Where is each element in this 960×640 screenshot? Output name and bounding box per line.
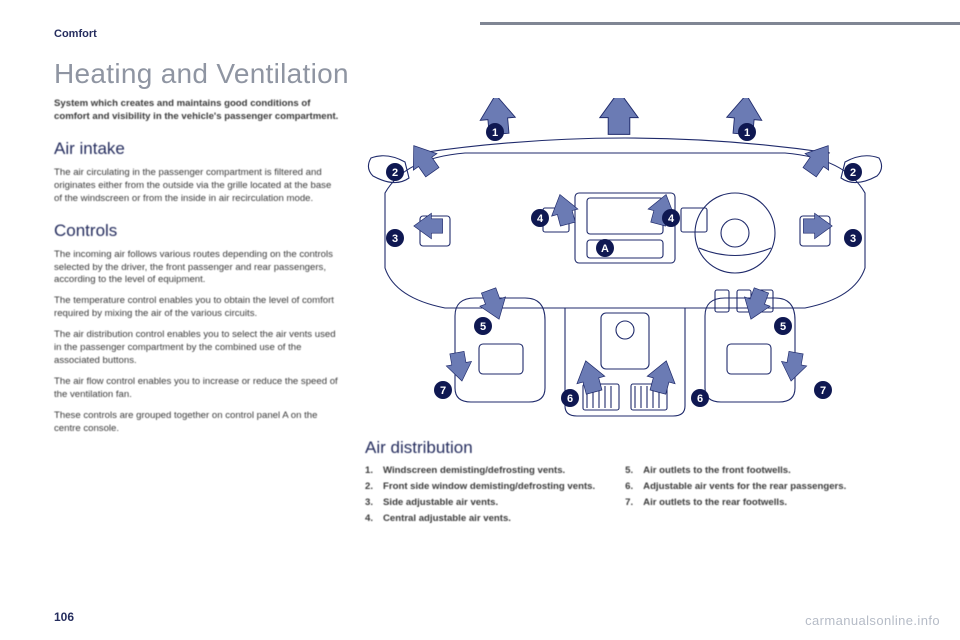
page-title: Heating and Ventilation: [54, 58, 906, 90]
distribution-list-right: 5.Air outlets to the front footwells. 6.A…: [625, 464, 846, 528]
distribution-item: 1.Windscreen demisting/defrosting vents.: [365, 464, 595, 478]
controls-p4: The air flow control enables you to incr…: [54, 376, 339, 402]
svg-text:6: 6: [567, 393, 573, 405]
svg-text:1: 1: [492, 127, 498, 139]
svg-text:4: 4: [537, 213, 544, 225]
intro-text: System which creates and maintains good …: [54, 98, 339, 124]
svg-text:3: 3: [850, 233, 856, 245]
air-intake-body: The air circulating in the passenger com…: [54, 167, 339, 206]
svg-text:5: 5: [480, 321, 486, 333]
distribution-item: 6.Adjustable air vents for the rear pass…: [625, 480, 846, 494]
svg-text:A: A: [601, 243, 609, 255]
air-distribution-heading: Air distribution: [365, 438, 906, 458]
section-label: Comfort: [54, 28, 906, 40]
distribution-item: 3.Side adjustable air vents.: [365, 496, 595, 510]
distribution-item: 2.Front side window demisting/defrosting…: [365, 480, 595, 494]
svg-text:2: 2: [850, 167, 856, 179]
svg-text:7: 7: [820, 385, 826, 397]
controls-p2: The temperature control enables you to o…: [54, 295, 339, 321]
controls-p3: The air distribution control enables you…: [54, 329, 339, 368]
svg-text:4: 4: [668, 213, 675, 225]
svg-text:1: 1: [744, 127, 750, 139]
air-intake-heading: Air intake: [54, 138, 339, 161]
left-column: System which creates and maintains good …: [54, 98, 339, 528]
controls-p1: The incoming air follows various routes …: [54, 249, 339, 288]
distribution-item: 4.Central adjustable air vents.: [365, 512, 595, 526]
header-bar: [480, 22, 960, 25]
controls-p5: These controls are grouped together on c…: [54, 410, 339, 436]
controls-heading: Controls: [54, 220, 339, 243]
watermark: carmanualsonline.info: [805, 613, 940, 628]
svg-text:2: 2: [392, 167, 398, 179]
ventilation-diagram: 1 1 2 2 3 3 4 4 A 5 5 6 6 7 7: [365, 98, 885, 428]
svg-text:3: 3: [392, 233, 398, 245]
page-number: 106: [54, 610, 74, 624]
right-column: 1 1 2 2 3 3 4 4 A 5 5 6 6 7 7 Air distribution 1.Winds…: [365, 98, 906, 528]
distribution-item: 7.Air outlets to the rear footwells.: [625, 496, 846, 510]
distribution-list-left: 1.Windscreen demisting/defrosting vents.…: [365, 464, 595, 528]
svg-text:5: 5: [780, 321, 786, 333]
distribution-item: 5.Air outlets to the front footwells.: [625, 464, 846, 478]
svg-text:6: 6: [697, 393, 703, 405]
svg-text:7: 7: [440, 385, 446, 397]
